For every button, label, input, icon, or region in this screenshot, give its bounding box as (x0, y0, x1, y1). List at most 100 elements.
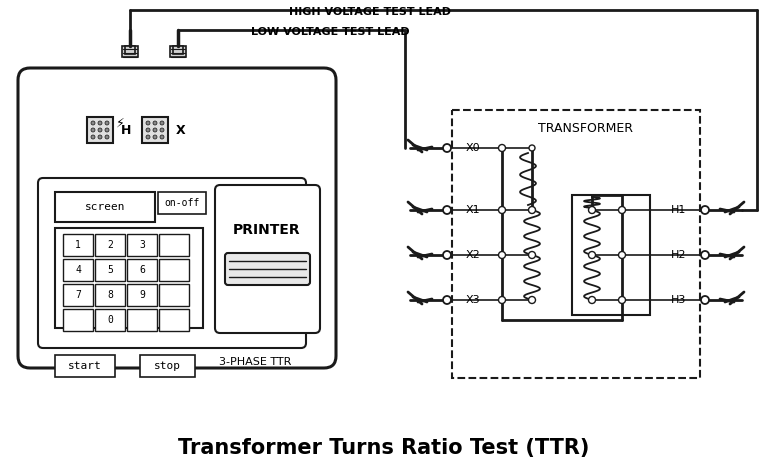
Bar (55, 355, 115, 377)
Circle shape (105, 128, 109, 132)
Circle shape (98, 135, 102, 139)
Text: 6: 6 (139, 265, 145, 275)
Text: X2: X2 (466, 250, 481, 260)
Bar (127, 259, 157, 281)
Circle shape (701, 251, 709, 259)
Text: PRINTER: PRINTER (233, 223, 301, 237)
Circle shape (443, 206, 451, 214)
Text: X0: X0 (466, 143, 481, 153)
Text: 5: 5 (107, 265, 113, 275)
Text: screen: screen (84, 202, 125, 212)
Text: H3: H3 (670, 295, 686, 305)
Text: start: start (68, 361, 102, 371)
FancyBboxPatch shape (38, 178, 306, 348)
Bar (572, 195, 650, 315)
Bar (159, 309, 189, 331)
Text: H2: H2 (670, 250, 686, 260)
Bar (63, 259, 93, 281)
Text: stop: stop (154, 361, 180, 371)
Circle shape (498, 206, 505, 213)
Text: ⚡: ⚡ (116, 117, 124, 129)
Circle shape (701, 296, 709, 304)
Circle shape (618, 297, 625, 304)
Text: 0: 0 (107, 315, 113, 325)
Text: 7: 7 (75, 290, 81, 300)
Circle shape (498, 252, 505, 259)
Circle shape (588, 206, 595, 213)
Bar (63, 284, 93, 306)
Bar (87, 117, 113, 143)
Circle shape (105, 135, 109, 139)
Circle shape (618, 206, 625, 213)
Circle shape (153, 135, 157, 139)
Circle shape (98, 128, 102, 132)
Text: X1: X1 (466, 205, 481, 215)
Bar (95, 309, 125, 331)
Text: 3: 3 (139, 240, 145, 250)
Circle shape (443, 296, 451, 304)
Text: 1: 1 (75, 240, 81, 250)
Circle shape (588, 297, 595, 304)
Circle shape (588, 252, 595, 259)
Bar (127, 309, 157, 331)
Circle shape (105, 121, 109, 125)
Text: on-off: on-off (164, 198, 200, 208)
Bar (63, 309, 93, 331)
Bar (170, 46, 186, 57)
Bar (95, 259, 125, 281)
Bar (173, 46, 183, 54)
Text: LOW VOLTAGE TEST LEAD: LOW VOLTAGE TEST LEAD (250, 27, 409, 37)
Circle shape (160, 135, 164, 139)
Circle shape (146, 135, 150, 139)
Circle shape (443, 251, 451, 259)
Bar (55, 192, 155, 222)
Bar (63, 234, 93, 256)
Circle shape (91, 135, 95, 139)
Circle shape (529, 145, 535, 151)
Bar (127, 234, 157, 256)
Bar (142, 117, 168, 143)
Circle shape (528, 297, 535, 304)
Circle shape (146, 128, 150, 132)
FancyBboxPatch shape (215, 185, 320, 333)
Circle shape (91, 128, 95, 132)
Circle shape (498, 297, 505, 304)
Circle shape (618, 252, 625, 259)
Bar (158, 192, 206, 214)
Text: H: H (121, 124, 131, 137)
Circle shape (160, 128, 164, 132)
Circle shape (153, 128, 157, 132)
Circle shape (498, 145, 505, 152)
Circle shape (98, 121, 102, 125)
Bar (159, 259, 189, 281)
Text: 9: 9 (139, 290, 145, 300)
Circle shape (701, 206, 709, 214)
Bar (125, 46, 135, 54)
Text: 2: 2 (107, 240, 113, 250)
Bar (140, 355, 195, 377)
Bar (127, 284, 157, 306)
Circle shape (91, 121, 95, 125)
FancyBboxPatch shape (18, 68, 336, 368)
Text: X3: X3 (466, 295, 481, 305)
Bar (159, 234, 189, 256)
Circle shape (153, 121, 157, 125)
Bar (55, 228, 203, 328)
Text: H1: H1 (670, 205, 686, 215)
Circle shape (146, 121, 150, 125)
Circle shape (528, 206, 535, 213)
Text: HIGH VOLTAGE TEST LEAD: HIGH VOLTAGE TEST LEAD (289, 7, 451, 17)
Text: X: X (176, 124, 186, 137)
Text: 3-PHASE TTR: 3-PHASE TTR (219, 357, 291, 367)
Bar (122, 46, 138, 57)
Text: 4: 4 (75, 265, 81, 275)
Bar (159, 284, 189, 306)
Circle shape (528, 252, 535, 259)
Bar (452, 110, 700, 378)
Circle shape (529, 207, 535, 213)
Circle shape (589, 207, 595, 213)
Bar (95, 234, 125, 256)
Text: Transformer Turns Ratio Test (TTR): Transformer Turns Ratio Test (TTR) (178, 438, 590, 458)
FancyBboxPatch shape (225, 253, 310, 285)
Circle shape (443, 144, 451, 152)
